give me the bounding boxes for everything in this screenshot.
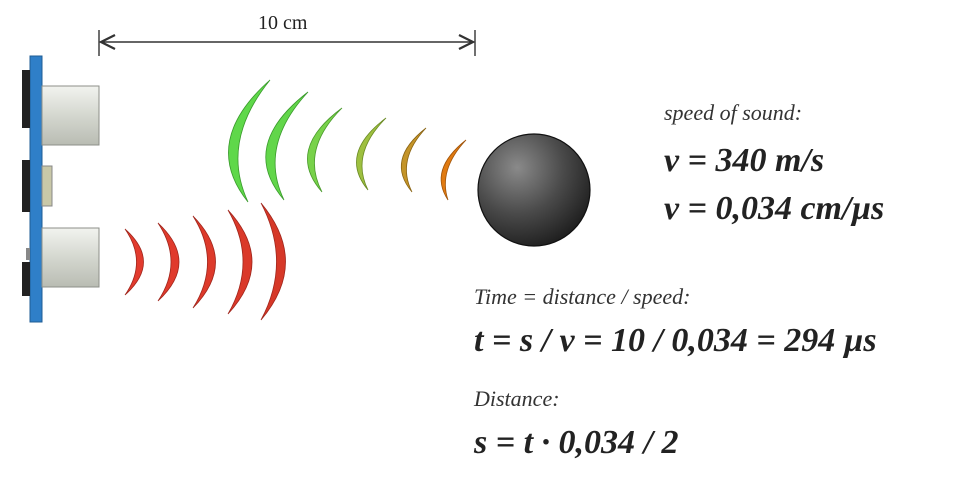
- echo-wave-1: [228, 79, 271, 203]
- outgoing-wave-3: [192, 215, 216, 309]
- sensor-pin-1: [22, 70, 30, 128]
- ultrasonic-sensor: [22, 55, 100, 323]
- receiver-transducer: [41, 85, 100, 146]
- crystal: [41, 165, 53, 207]
- speed-caption: speed of sound:: [664, 100, 803, 125]
- distance-dimension: [98, 30, 476, 56]
- speed-formula-ms: v = 340 m/s: [664, 142, 825, 179]
- time-formula: t = s / v = 10 / 0,034 = 294 µs: [474, 322, 877, 359]
- transmitter-transducer: [41, 227, 100, 288]
- distance-label: 10 cm: [258, 12, 308, 34]
- sensor-board: [29, 55, 43, 323]
- echo-wave-2: [265, 91, 309, 201]
- speed-formula-cmus: v = 0,034 cm/µs: [664, 190, 885, 227]
- echo-waves: [228, 79, 467, 203]
- echo-wave-5: [400, 127, 427, 193]
- sensor-pin-4: [22, 262, 30, 296]
- distance-formula: s = t · 0,034 / 2: [474, 424, 679, 461]
- outgoing-waves: [124, 202, 286, 321]
- sensor-pin-2: [22, 160, 30, 212]
- echo-wave-3: [307, 107, 343, 193]
- sensor-pin-3: [26, 248, 30, 260]
- outgoing-wave-4: [227, 209, 253, 315]
- outgoing-wave-2: [157, 222, 180, 302]
- echo-wave-6: [440, 139, 467, 201]
- outgoing-wave-1: [124, 228, 144, 296]
- target-object: [477, 133, 591, 247]
- echo-wave-4: [356, 117, 387, 191]
- time-caption: Time = distance / speed:: [474, 284, 691, 309]
- distance-caption: Distance:: [474, 386, 560, 411]
- outgoing-wave-5: [260, 202, 286, 321]
